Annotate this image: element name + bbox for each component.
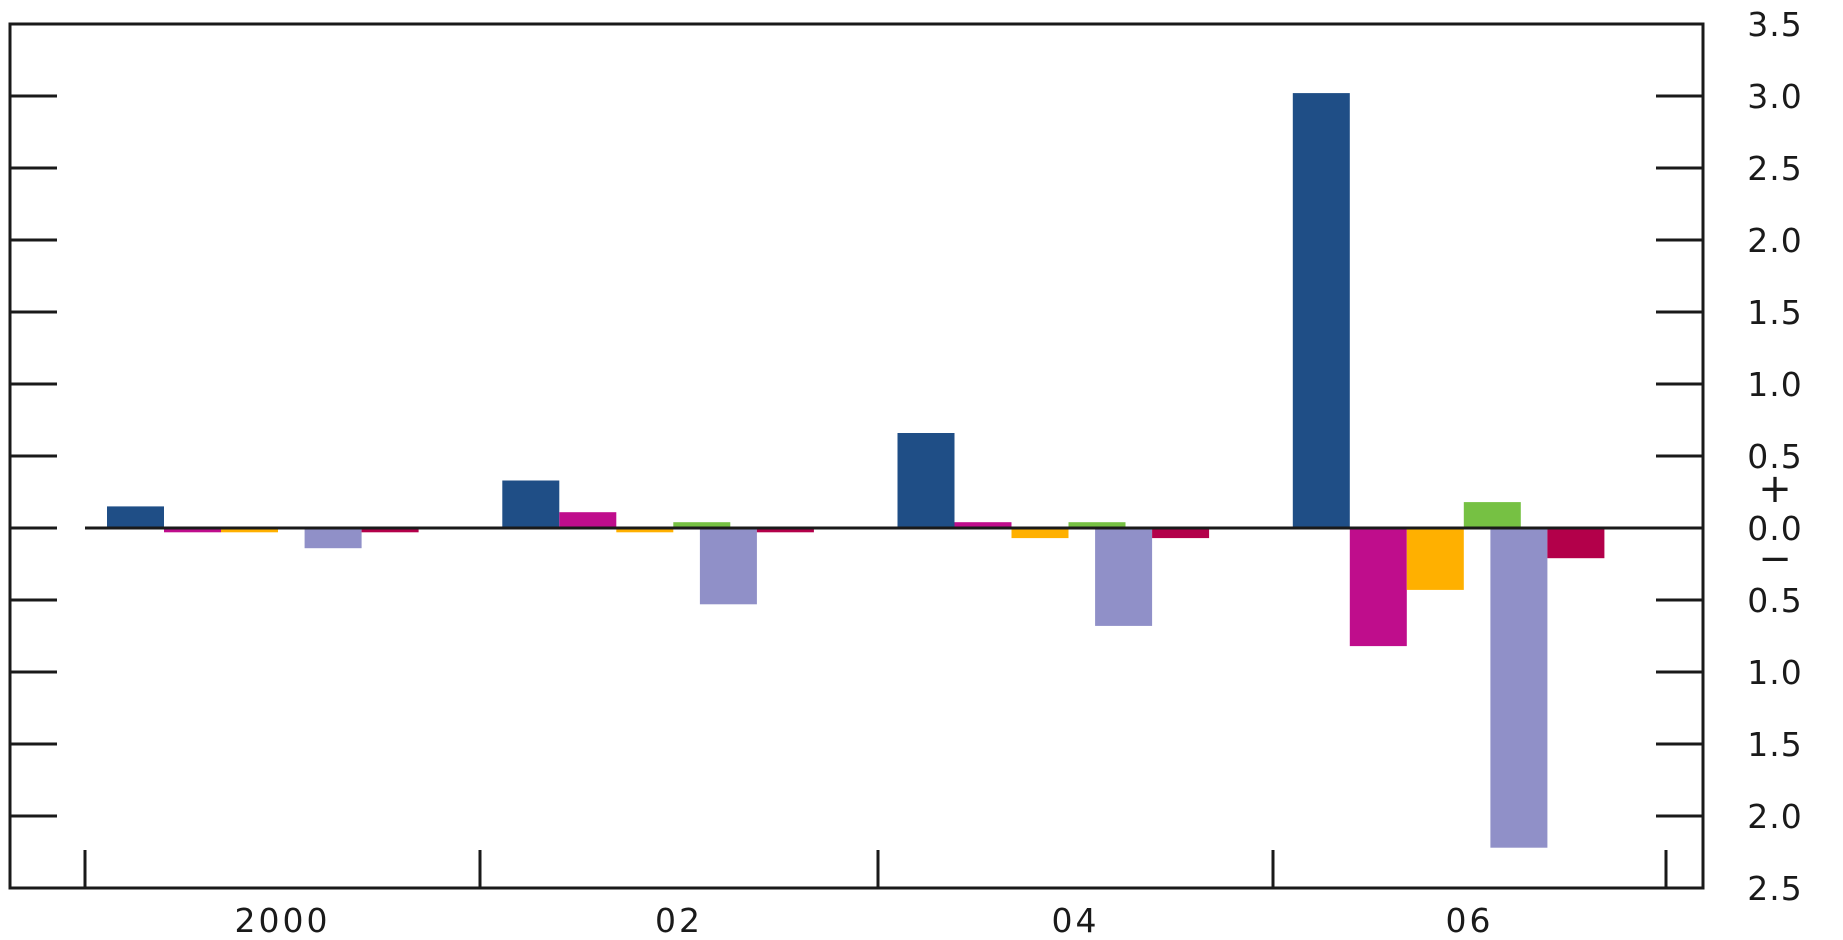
- bar-2002-series-4: [673, 522, 731, 528]
- x-tick-label: 02: [655, 901, 703, 940]
- x-tick-label: 2000: [235, 901, 331, 940]
- negative-sign-label: −: [1758, 536, 1792, 582]
- bar-2004-series-4: [1068, 522, 1126, 528]
- plot-frame: [8, 22, 1705, 890]
- bar-2003-series-6: [756, 528, 814, 533]
- x-tick-label: 06: [1446, 901, 1494, 940]
- positive-sign-label: +: [1758, 466, 1792, 512]
- bar-2000-series-2: [164, 528, 221, 533]
- y-tick-label: 1.0: [1747, 653, 1802, 692]
- bar-2000-series-1: [107, 506, 164, 528]
- y-tick-label: 3.0: [1747, 77, 1802, 116]
- bar-2001-series-6: [361, 528, 419, 533]
- y-tick-label: 2.0: [1747, 797, 1802, 836]
- y-tick-label: 0.5: [1747, 581, 1802, 620]
- bar-2006-series-1: [1292, 93, 1350, 528]
- bar-2006-series-4: [1463, 502, 1521, 528]
- y-tick-label: 3.5: [1747, 5, 1802, 44]
- bar-2004-series-3: [1011, 528, 1069, 539]
- x-axis: 2000 02 04 06: [83, 850, 1668, 940]
- y-tick-label: 1.5: [1747, 725, 1802, 764]
- y-tick-label: 0.5: [1747, 437, 1802, 476]
- bar-2007-series-5: [1490, 528, 1548, 848]
- y-tick-label: 0.0: [1747, 509, 1802, 548]
- y-tick-label: 2.0: [1747, 221, 1802, 260]
- y-tick-label: 2.5: [1747, 869, 1802, 908]
- bar-2000-series-3: [221, 528, 278, 533]
- x-tick-label: 04: [1052, 901, 1100, 940]
- bar-2005-series-5: [1095, 528, 1153, 626]
- bar-2005-series-6: [1152, 528, 1210, 539]
- y-axis: 3.5 3.0 2.5 2.0 1.5 1.0 0.5 0.0 0.5 1.0 1.5 2.0 2.5 +…: [10, 5, 1802, 908]
- y-tick-label: 1.0: [1747, 365, 1802, 404]
- bar-2007-series-6: [1547, 528, 1605, 559]
- bar-2001-series-5: [304, 528, 362, 549]
- bar-2006-series-3: [1406, 528, 1464, 590]
- bar-2003-series-5: [699, 528, 757, 605]
- bars-group: [107, 93, 1605, 848]
- bar-2006-series-2: [1349, 528, 1407, 647]
- bar-2004-series-1: [897, 433, 955, 528]
- y-tick-label: 1.5: [1747, 293, 1802, 332]
- y-tick-label: 2.5: [1747, 149, 1802, 188]
- bar-2002-series-1: [502, 480, 560, 528]
- bar-2004-series-2: [954, 522, 1012, 528]
- bar-2002-series-2: [559, 512, 617, 528]
- bar-2002-series-3: [616, 528, 674, 533]
